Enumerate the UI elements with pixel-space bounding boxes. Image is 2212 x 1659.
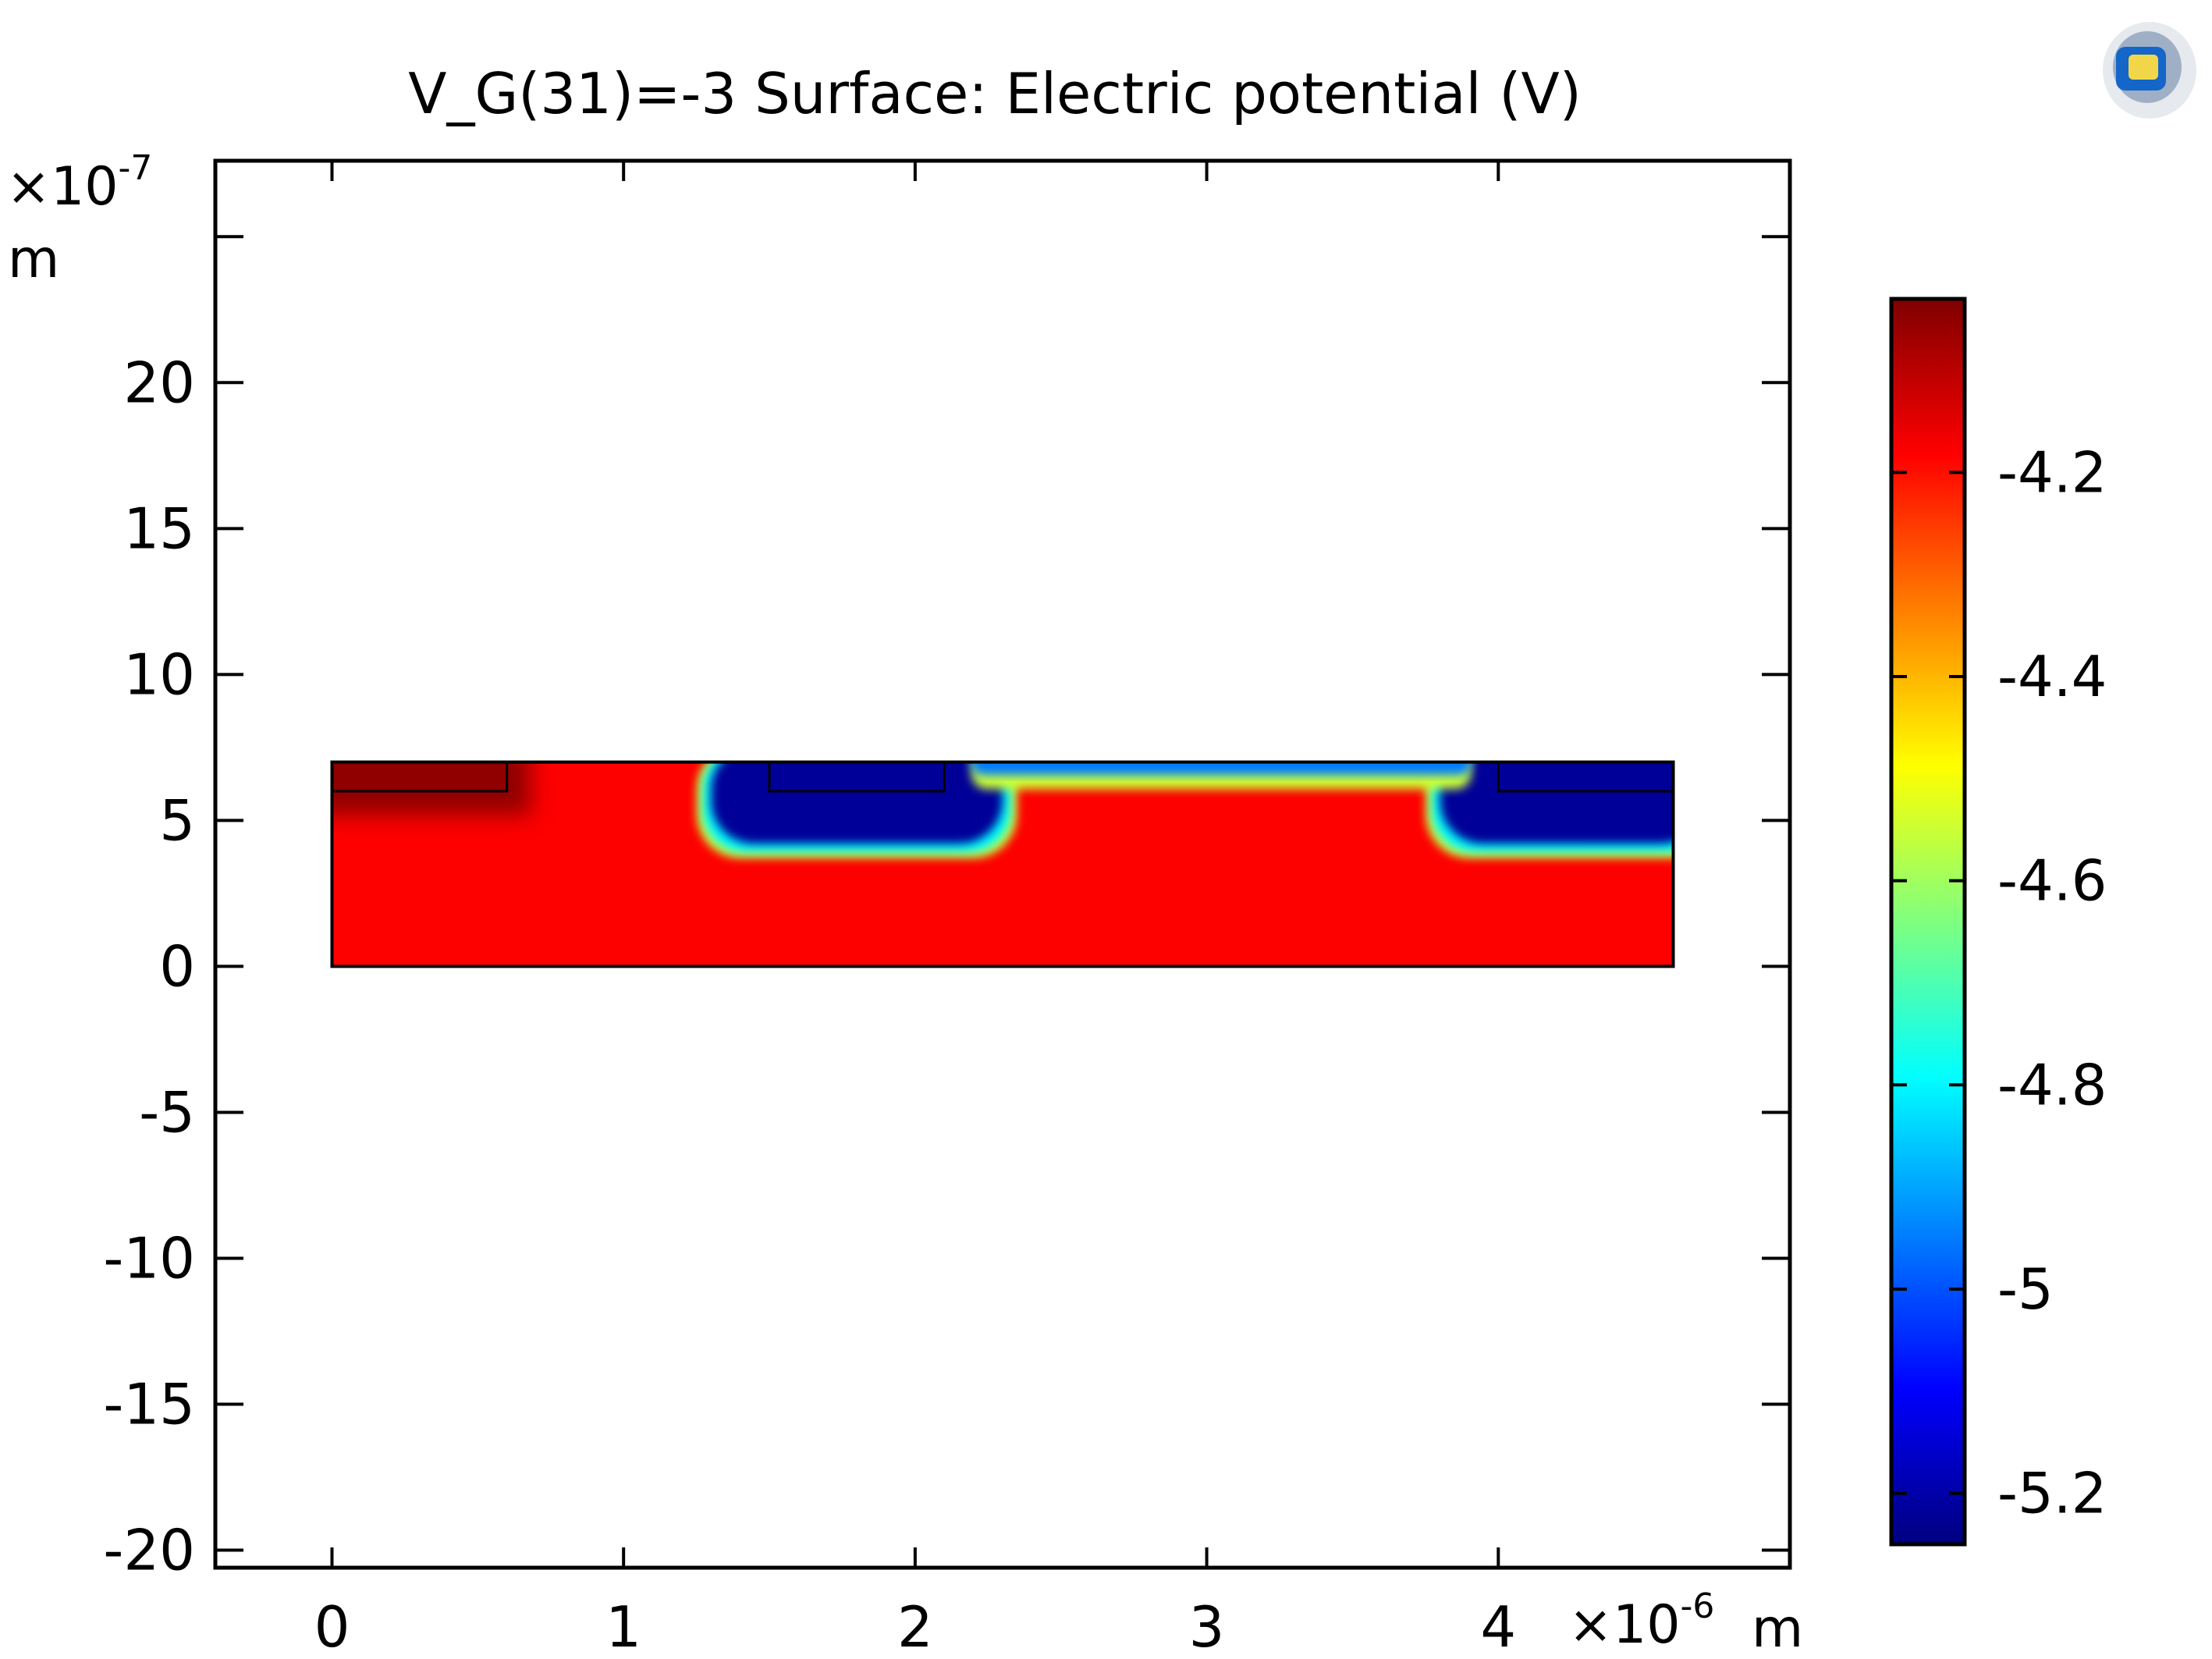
potential-field — [332, 762, 1674, 967]
svg-text:×10-7: ×10-7 — [6, 148, 152, 218]
x-axis-unit-label: ×10-6 m — [1568, 1586, 1803, 1659]
x-tick-label: 1 — [605, 1594, 641, 1659]
x-tick-label: 2 — [897, 1594, 933, 1659]
y-tick-label: -5 — [139, 1079, 195, 1145]
y-tick-label: -20 — [103, 1518, 195, 1583]
y-tick-label: 0 — [159, 933, 195, 999]
well-0 — [711, 762, 1003, 844]
colorbar: -4.2 -4.4 -4.6 -4.8 -5 -5.2 — [1889, 297, 2107, 1547]
colorbar-gradient — [1889, 297, 1967, 1547]
geometry-outlines — [330, 760, 1675, 968]
surface-channel — [971, 762, 1472, 776]
y-tick-label: -15 — [103, 1372, 195, 1437]
x-tick-label: 3 — [1189, 1594, 1225, 1659]
x-axis: 0 1 2 3 4 — [314, 161, 1516, 1659]
y-axis-unit-label: ×10-7 m — [6, 148, 152, 290]
colorbar-tick-label: -5 — [1997, 1256, 2054, 1322]
x-tick-label: 4 — [1480, 1594, 1516, 1659]
plot-frame — [213, 158, 1792, 1570]
contact-box-2 — [1497, 761, 1675, 793]
svg-text:m: m — [8, 229, 59, 290]
chart-title: V_G(31)=-3 Surface: Electric potential (… — [408, 61, 1582, 126]
colorbar-tick-label: -4.6 — [1997, 848, 2107, 914]
y-tick-label: 15 — [123, 496, 195, 561]
contact-box-0 — [330, 761, 509, 793]
contact-box-1 — [768, 761, 946, 793]
y-axis: 20 15 10 5 0 -5 -10 -15 -20 — [103, 235, 1790, 1583]
svg-text:×10-6: ×10-6 — [1568, 1586, 1714, 1656]
y-tick-label: 5 — [159, 787, 195, 853]
colorbar-tick-label: -4.2 — [1997, 439, 2107, 505]
x-tick-label: 0 — [314, 1594, 350, 1659]
colorbar-tick-label: -4.8 — [1997, 1052, 2107, 1117]
y-tick-label: 20 — [123, 350, 195, 415]
domain-outline — [330, 760, 1675, 968]
app-logo-icon — [2103, 22, 2196, 119]
y-tick-label: 10 — [123, 641, 195, 707]
svg-text:m: m — [1752, 1598, 1803, 1659]
colorbar-tick-label: -5.2 — [1997, 1461, 2107, 1526]
contact-region — [332, 762, 507, 791]
y-tick-label: -10 — [103, 1225, 195, 1291]
colorbar-tick-label: -4.4 — [1997, 644, 2107, 709]
